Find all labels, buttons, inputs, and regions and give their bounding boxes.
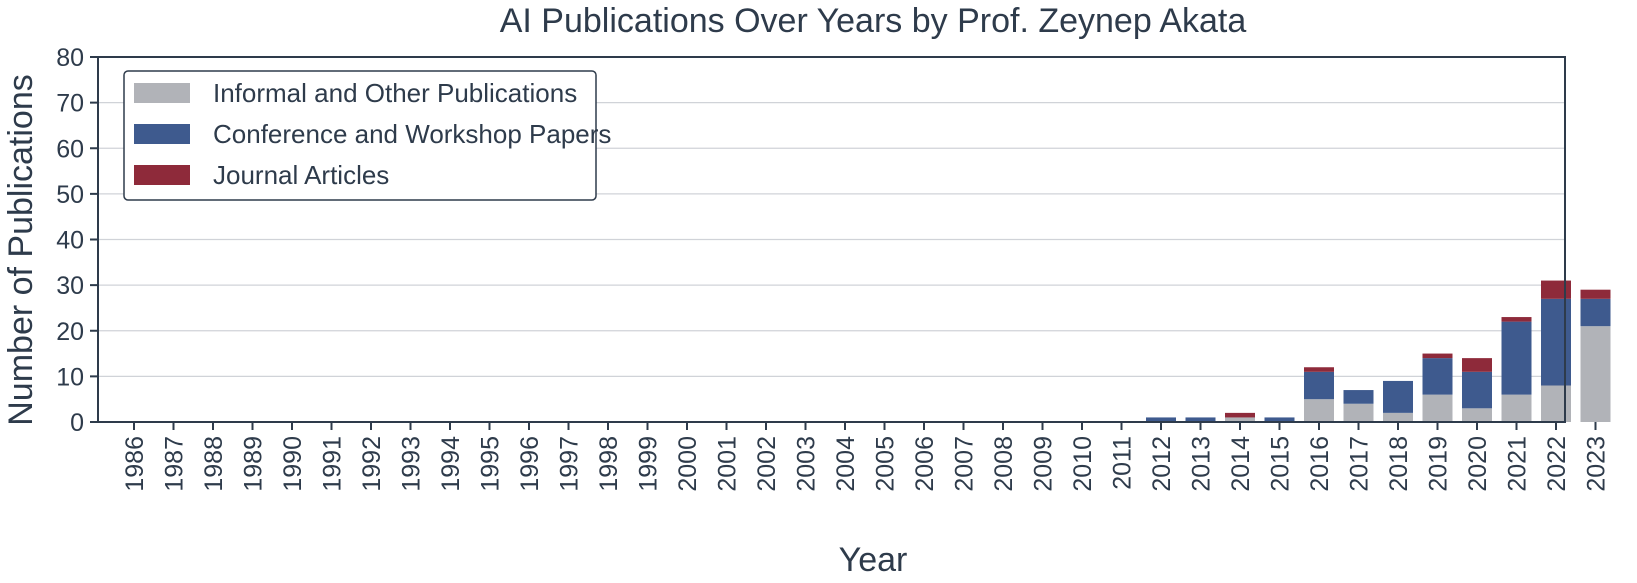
y-tick-label: 10 [56,363,84,391]
x-tick-label: 2021 [1504,436,1532,492]
bar-segment [1462,408,1492,422]
x-tick-label: 1986 [121,436,149,492]
x-tick-label: 2010 [1069,436,1097,492]
x-tick-label: 2019 [1425,436,1453,492]
x-tick-label: 2022 [1543,436,1571,492]
legend-swatch [134,83,190,103]
x-tick-label: 2012 [1148,436,1176,492]
bar-segment [1462,358,1492,372]
legend-swatch [134,124,190,144]
bar-segment [1462,371,1492,409]
x-tick-label: 2006 [911,436,939,492]
x-tick-label: 2013 [1188,436,1216,492]
y-tick-label: 70 [56,90,84,118]
x-tick-label: 1989 [240,436,268,492]
x-tick-label: 2018 [1385,436,1413,492]
bar-segment [1580,289,1611,299]
bar-segment [1501,394,1532,422]
x-axis-ticks: 1986 1987 1988 1989 1990 1991 1992 1993 1994 1995… [121,422,1611,492]
legend: Informal and Other Publications Conferenc… [123,70,611,201]
bar-segment [1580,326,1611,422]
bar-segment [1501,321,1532,395]
bar-segment [1225,412,1255,418]
bar-segment [1264,417,1295,422]
x-tick-label: 1994 [437,436,465,492]
x-tick-label: 2020 [1464,436,1492,492]
x-tick-label: 1987 [161,436,189,492]
bar-segment [1541,385,1571,422]
x-tick-label: 2008 [990,436,1018,492]
x-tick-label: 1991 [319,436,347,492]
x-tick-label: 1996 [516,436,544,492]
legend-label: Informal and Other Publications [213,78,577,108]
y-tick-label: 60 [56,135,84,163]
x-tick-label: 2001 [714,436,742,492]
bar-segment [1225,417,1255,422]
x-tick-label: 1997 [556,436,584,492]
bar-segment [1343,403,1374,422]
y-tick-label: 0 [70,409,84,437]
x-tick-label: 1993 [398,436,426,492]
x-tick-label: 2023 [1583,436,1611,492]
bar-segment [1541,298,1571,386]
x-tick-label: 2002 [753,436,781,492]
y-tick-label: 20 [56,318,84,346]
bar-segment [1304,371,1334,400]
bar-segment [1383,412,1413,422]
y-tick-label: 40 [56,227,84,255]
bar-segment [1146,417,1176,422]
y-axis-label: Number of Publications [2,74,40,426]
x-tick-label: 2007 [951,436,979,492]
x-tick-label: 1992 [358,436,386,492]
y-tick-label: 50 [56,181,84,209]
x-tick-label: 2009 [1030,436,1058,492]
x-tick-label: 2003 [793,436,821,492]
y-tick-label: 80 [56,44,84,72]
bar-segment [1343,390,1374,404]
x-tick-label: 2011 [1109,436,1137,490]
bar-segment [1304,367,1334,372]
x-tick-label: 2004 [832,436,860,492]
x-tick-label: 1998 [595,436,623,492]
legend-label: Journal Articles [213,160,389,190]
x-tick-label: 1995 [477,436,505,492]
legend-label: Conference and Workshop Papers [213,119,611,149]
y-axis-ticks: 0 10 20 30 40 50 60 70 80 [56,44,98,437]
bar-segment [1422,353,1453,359]
legend-box [123,70,597,201]
bar-segment [1541,280,1571,299]
bar-segment [1304,399,1334,422]
bar-segment [1501,317,1532,322]
bar-segment [1580,298,1611,327]
bars [1146,280,1611,422]
chart-title: AI Publications Over Years by Prof. Zeyn… [500,2,1247,40]
x-tick-label: 2000 [674,436,702,492]
x-tick-label: 1988 [200,436,228,492]
x-tick-label: 1999 [635,436,663,492]
y-tick-label: 30 [56,272,84,300]
legend-swatch [134,165,190,185]
x-tick-label: 2005 [872,436,900,492]
x-tick-label: 2015 [1267,436,1295,492]
x-tick-label: 2017 [1346,436,1374,492]
x-tick-label: 2014 [1227,436,1255,492]
bar-segment [1185,417,1216,422]
bar-segment [1422,358,1453,395]
bar-segment [1383,380,1413,413]
x-tick-label: 1990 [279,436,307,492]
x-tick-label: 2016 [1306,436,1334,492]
bar-segment [1422,394,1453,422]
x-axis-label: Year [839,541,908,579]
